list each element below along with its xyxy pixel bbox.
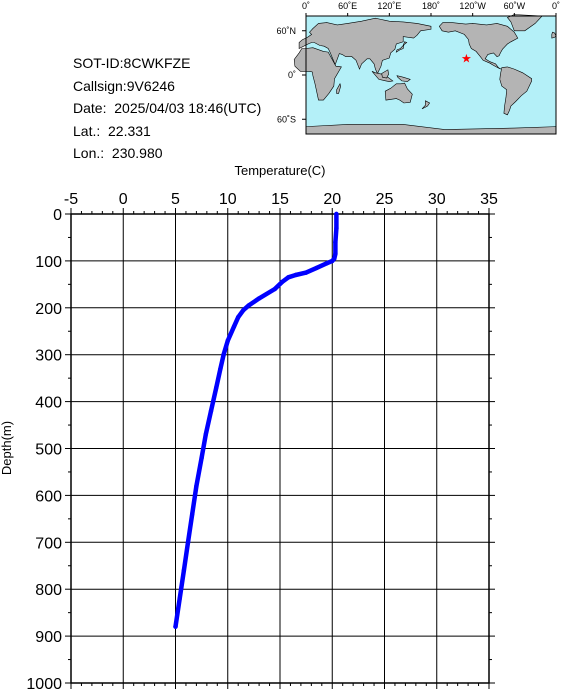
x-tick-label: 25 <box>376 191 394 208</box>
data-point <box>279 279 285 285</box>
y-tick-label: 400 <box>35 395 62 412</box>
y-tick-label: 500 <box>35 442 62 459</box>
data-point <box>185 540 191 545</box>
map-lon-label: 180˚ <box>422 1 440 11</box>
location-marker-icon: ★ <box>461 52 472 66</box>
data-point <box>256 296 262 301</box>
x-tick-label: 15 <box>271 191 289 208</box>
callsign: Callsign:9V6246 <box>73 77 175 94</box>
map-lon-label: 60˚W <box>504 1 526 11</box>
data-point <box>314 265 319 271</box>
y-tick-label: 700 <box>35 535 62 552</box>
map-lat-label: 0˚ <box>288 70 296 80</box>
data-point <box>241 307 246 313</box>
data-point <box>218 366 223 371</box>
temperature-profile-line <box>173 211 339 629</box>
y-tick-label: 300 <box>35 348 62 365</box>
data-point <box>330 258 335 264</box>
land-mass <box>438 22 519 70</box>
x-tick-label: 5 <box>171 191 180 208</box>
data-point <box>303 270 309 275</box>
data-point <box>181 568 187 573</box>
float-info: SOT-ID:8CWKFZE Callsign:9V6246 Date: 202… <box>73 52 261 165</box>
y-tick-label: 800 <box>35 582 62 599</box>
data-point <box>203 432 209 437</box>
data-point <box>334 211 339 217</box>
y-tick-label: 900 <box>35 629 62 646</box>
data-point <box>333 251 338 257</box>
data-point <box>194 483 199 489</box>
data-point <box>199 455 204 461</box>
map-lat-label: 60˚S <box>277 114 296 124</box>
land-mass <box>384 82 413 104</box>
y-tick-label: 0 <box>53 207 62 224</box>
land-mass <box>336 83 342 94</box>
land-mass <box>499 66 533 116</box>
y-tick-label: 200 <box>35 301 62 318</box>
longitude: Lon.: 230.980 <box>73 145 163 161</box>
y-axis-title: Depth(m) <box>0 421 14 475</box>
data-point <box>293 272 298 278</box>
data-point <box>236 314 241 320</box>
x-tick-label: -5 <box>64 191 78 208</box>
map-lon-label: 0˚ <box>552 1 560 11</box>
data-point <box>324 261 330 266</box>
map-lon-label: 0˚ <box>302 1 310 11</box>
x-tick-label: 0 <box>119 191 128 208</box>
data-point <box>272 286 277 292</box>
y-tick-label: 100 <box>35 254 62 271</box>
data-point <box>221 352 226 357</box>
data-point <box>214 385 219 390</box>
data-point <box>190 511 195 517</box>
land-mass <box>381 69 389 79</box>
x-tick-label: 20 <box>323 191 341 208</box>
x-tick-label: 10 <box>219 191 237 208</box>
data-point <box>208 408 214 414</box>
land-mass <box>506 14 543 32</box>
data-point <box>333 239 338 245</box>
sot-id: SOT-ID:8CWKFZE <box>73 55 191 71</box>
data-point <box>286 275 291 280</box>
x-tick-label: 35 <box>480 191 498 208</box>
data-point <box>225 338 230 343</box>
data-point <box>334 225 339 231</box>
land-mass <box>551 31 557 39</box>
data-point <box>246 303 251 308</box>
land-mass <box>395 41 408 53</box>
x-tick-label: 30 <box>428 191 446 208</box>
map-lon-label: 60˚E <box>338 1 357 11</box>
y-tick-label: 1000 <box>26 676 62 690</box>
land-mass <box>298 17 432 75</box>
data-point <box>177 596 182 601</box>
location-map: 0˚ 60˚E 120˚E 180˚ 120˚W 60˚W 0˚ 60˚N 0˚ 60˚S ★ <box>276 1 560 135</box>
map-lat-label: 60˚N <box>276 26 296 36</box>
land-mass <box>396 75 411 82</box>
data-point <box>231 324 237 329</box>
y-tick-label: 600 <box>35 488 62 505</box>
map-lon-label: 120˚E <box>377 1 401 11</box>
date: Date: 2025/04/03 18:46(UTC) <box>73 100 262 116</box>
map-lon-label: 120˚W <box>459 1 486 11</box>
x-axis-title: Temperature(C) <box>234 163 325 178</box>
latitude: Lat.: 22.331 <box>73 122 151 139</box>
land-mass <box>421 100 431 110</box>
data-point <box>173 624 178 629</box>
